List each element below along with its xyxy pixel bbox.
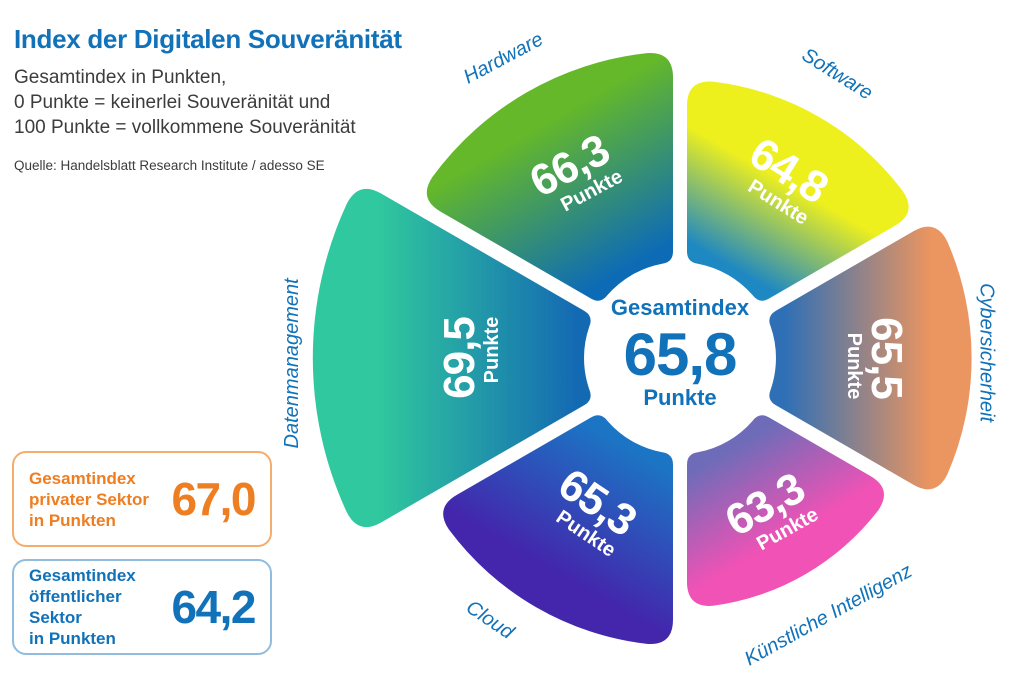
subtitle-line-3: 100 Punkte = vollkommene Souveränität bbox=[14, 117, 356, 138]
segment-unit: Punkte bbox=[481, 317, 503, 384]
center-circle bbox=[588, 266, 772, 450]
segment-label-cloud: Cloud bbox=[462, 596, 518, 644]
header: Index der Digitalen Souveränität Gesamti… bbox=[14, 24, 424, 173]
segment-k-nstliche-intelligenz bbox=[687, 415, 885, 606]
public-sector-label: Gesamtindex öffentlicher Sektor in Punkt… bbox=[29, 565, 171, 649]
page-title: Index der Digitalen Souveränität bbox=[14, 24, 402, 54]
center-value: 65,8 bbox=[624, 321, 737, 388]
segment-cloud bbox=[443, 415, 673, 645]
private-sector-box: Gesamtindex privater Sektor in Punkten 6… bbox=[12, 451, 272, 547]
subtitle-line-1: Gesamtindex in Punkten, bbox=[14, 67, 227, 88]
segment-label-cybersicherheit: Cybersicherheit bbox=[976, 283, 998, 423]
source-note: Quelle: Handelsblatt Research Institute … bbox=[14, 158, 325, 173]
public-sector-line-3: in Punkten bbox=[29, 629, 116, 648]
public-sector-value: 64,2 bbox=[171, 581, 256, 633]
segment-value: 69,5 bbox=[435, 317, 484, 399]
private-sector-value: 67,0 bbox=[171, 473, 256, 525]
public-sector-line-1: Gesamtindex bbox=[29, 566, 136, 585]
segment-unit: Punkte bbox=[843, 333, 865, 400]
center-unit: Punkte bbox=[643, 385, 716, 410]
segment-cybersicherheit bbox=[769, 226, 972, 490]
private-sector-line-3: in Punkten bbox=[29, 510, 116, 530]
segment-label-software: Software bbox=[798, 44, 877, 104]
subtitle: Gesamtindex in Punkten, 0 Punkte = keine… bbox=[14, 65, 424, 140]
segment-datenmanagement bbox=[312, 188, 591, 528]
private-sector-label: Gesamtindex privater Sektor in Punkten bbox=[29, 468, 149, 531]
public-sector-box: Gesamtindex öffentlicher Sektor in Punkt… bbox=[12, 559, 272, 655]
segment-software bbox=[687, 81, 909, 301]
subtitle-line-2: 0 Punkte = keinerlei Souveränität und bbox=[14, 92, 331, 113]
center-title: Gesamtindex bbox=[611, 295, 750, 320]
private-sector-line-2: privater Sektor bbox=[29, 489, 149, 509]
segment-label-datenmanagement: Datenmanagement bbox=[281, 277, 303, 449]
public-sector-line-2: öffentlicher Sektor bbox=[29, 587, 122, 627]
segment-hardware bbox=[426, 52, 673, 301]
segment-value: 65,5 bbox=[862, 317, 911, 399]
segment-label-hardware: Hardware bbox=[460, 28, 547, 88]
private-sector-line-1: Gesamtindex bbox=[29, 468, 136, 488]
